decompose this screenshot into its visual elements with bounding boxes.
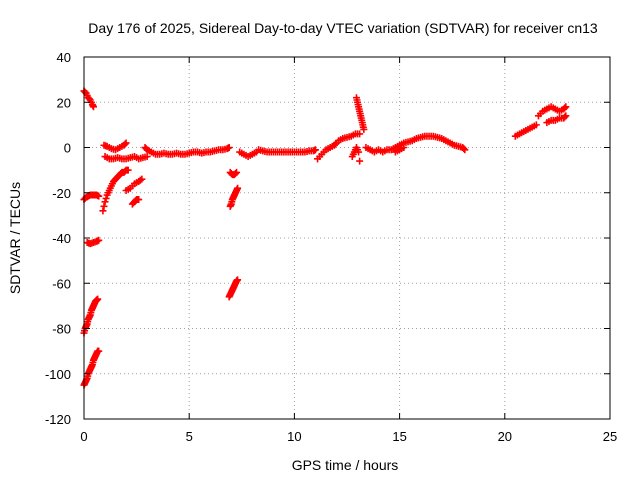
series-arc-t xyxy=(352,94,368,133)
data-point xyxy=(562,112,570,120)
data-point xyxy=(234,184,242,192)
y-tick-label: -100 xyxy=(45,367,71,382)
plot-frame xyxy=(83,56,611,420)
series-arc-g xyxy=(101,153,151,163)
series-arc-u xyxy=(356,157,364,165)
series-arc-i xyxy=(128,196,143,208)
data-point xyxy=(460,145,468,153)
data-point xyxy=(102,194,110,202)
x-tick-label: 10 xyxy=(287,429,301,444)
series-arc-m xyxy=(226,184,242,210)
data-point xyxy=(331,140,339,148)
data-point xyxy=(234,276,242,284)
data-point xyxy=(124,166,132,174)
grid-layer xyxy=(84,57,610,419)
y-tick-label: 20 xyxy=(57,95,71,110)
x-tick-label: 25 xyxy=(603,429,617,444)
series-arc-q xyxy=(314,139,340,163)
series-arc-x xyxy=(511,121,540,140)
y-tick-label: -80 xyxy=(52,322,71,337)
series-arc-v xyxy=(362,132,469,156)
series-arc-y xyxy=(534,103,570,120)
y-tick-label: -40 xyxy=(52,231,71,246)
data-point xyxy=(99,207,107,215)
y-tick-label: 0 xyxy=(64,141,71,156)
data-point xyxy=(355,148,363,156)
series-arc-z xyxy=(543,112,570,127)
axis-ticks: 0 5 10 15 20 25 -120 -100 -80 -60 -40 -20 0 20 40 xyxy=(45,50,617,444)
x-axis-label: GPS time / hours xyxy=(292,457,399,473)
data-point xyxy=(122,139,130,147)
series-arc-r xyxy=(335,130,364,145)
x-tick-label: 5 xyxy=(186,429,193,444)
data-point xyxy=(89,103,97,111)
data-point xyxy=(101,198,109,206)
series-arc-n xyxy=(225,276,242,301)
data-point xyxy=(138,175,146,183)
data-point xyxy=(561,113,569,121)
series-arc-o xyxy=(236,148,261,161)
series-arc-k xyxy=(141,144,233,158)
data-point xyxy=(532,121,540,129)
data-point xyxy=(143,153,151,161)
chart-title: Day 176 of 2025, Sidereal Day-to-day VTE… xyxy=(88,20,598,36)
y-tick-label: -60 xyxy=(52,276,71,291)
data-point xyxy=(135,196,143,204)
data-point xyxy=(94,295,102,303)
data-point xyxy=(95,192,103,200)
y-tick-label: 40 xyxy=(57,50,71,65)
data-point xyxy=(100,202,108,210)
series-arc-s xyxy=(348,144,363,161)
x-tick-label: 20 xyxy=(498,429,512,444)
data-point xyxy=(225,144,233,151)
series-arc-a xyxy=(80,87,97,111)
data-point xyxy=(95,347,103,355)
y-axis-label: SDTVAR / TECUs xyxy=(7,182,23,294)
data-point xyxy=(95,236,103,244)
data-point xyxy=(360,125,368,133)
series-arc-h xyxy=(100,139,130,154)
y-tick-label: -20 xyxy=(52,186,71,201)
data-point xyxy=(356,130,364,138)
series-arc-l xyxy=(226,168,241,179)
data-point xyxy=(561,104,569,112)
data-point xyxy=(231,170,239,178)
series-arc-f xyxy=(99,166,132,215)
data-point xyxy=(233,168,241,176)
series-arc-c xyxy=(83,236,103,248)
data-point xyxy=(562,103,570,111)
y-tick-label: -120 xyxy=(45,412,71,427)
data-point xyxy=(400,144,408,151)
data-point xyxy=(356,157,364,165)
data-point xyxy=(461,146,469,154)
data-point xyxy=(121,140,129,148)
series-arc-p xyxy=(255,146,319,156)
series-arc-j xyxy=(122,175,146,194)
x-tick-label: 15 xyxy=(392,429,406,444)
series-arc-w xyxy=(391,144,408,156)
x-tick-label: 0 xyxy=(80,429,87,444)
data-point xyxy=(311,146,319,154)
